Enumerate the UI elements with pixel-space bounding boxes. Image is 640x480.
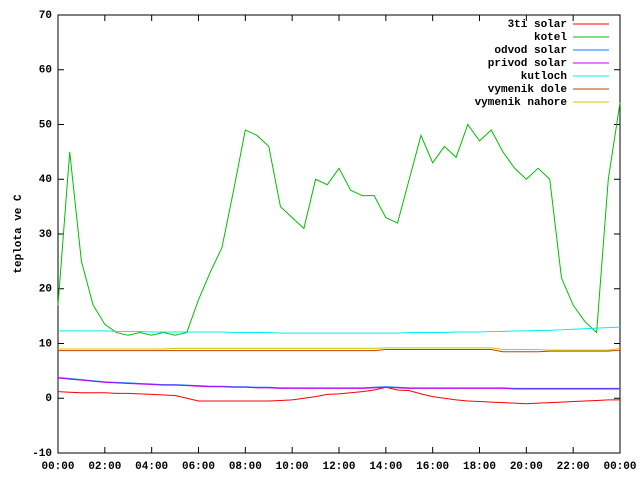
x-tick-label: 02:00 [88,461,121,473]
x-tick-label: 20:00 [510,461,543,473]
y-tick-label: 30 [39,229,52,241]
y-tick-label: 0 [45,393,52,405]
series-line [58,347,621,351]
y-tick-label: 50 [39,119,52,131]
series-line [57,376,620,389]
x-tick-label: 10:00 [276,461,309,473]
x-tick-label: 12:00 [322,461,355,473]
y-axis-label: teplota ve C [13,194,25,274]
x-tick-label: 16:00 [416,461,449,473]
y-tick-label: 20 [39,284,52,296]
legend-label: vymenik nahore [475,97,568,109]
series-line [58,349,621,353]
x-tick-label: 18:00 [463,461,496,473]
legend-label: odvod solar [494,45,567,57]
series-line [57,377,620,390]
legend-label: kotel [534,32,567,44]
y-tick-label: 70 [39,10,52,22]
legend-label: 3ti solar [508,19,567,31]
legend-label: vymenik dole [488,84,568,96]
x-tick-label: 00:00 [603,461,636,473]
x-tick-label: 06:00 [182,461,215,473]
y-tick-label: 40 [39,174,52,186]
legend-label: kutloch [521,71,567,83]
x-tick-label: 00:00 [41,461,74,473]
series-line [57,102,621,336]
y-tick-label: 60 [39,65,52,77]
series-line [58,326,621,334]
series-line [57,386,620,405]
x-tick-label: 04:00 [135,461,168,473]
legend-label: privod solar [488,58,567,70]
x-tick-label: 14:00 [369,461,402,473]
y-tick-label: -10 [32,448,52,460]
y-tick-label: 10 [39,338,52,350]
x-tick-label: 22:00 [557,461,590,473]
x-tick-label: 08:00 [229,461,262,473]
